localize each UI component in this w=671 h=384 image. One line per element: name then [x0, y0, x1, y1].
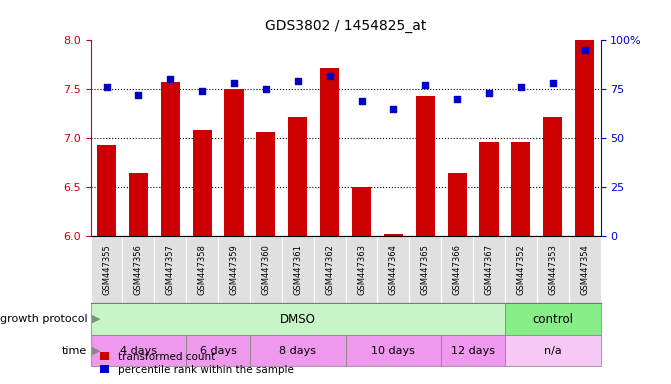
Point [324, 73, 335, 79]
Text: 6 days: 6 days [200, 346, 236, 356]
Text: n/a: n/a [544, 346, 562, 356]
Point [452, 96, 462, 102]
Text: 10 days: 10 days [372, 346, 415, 356]
Bar [575, 40, 595, 236]
Text: time: time [62, 346, 87, 356]
Text: GSM447364: GSM447364 [389, 244, 398, 295]
Point [515, 84, 526, 90]
Text: GSM447365: GSM447365 [421, 244, 429, 295]
Bar [161, 83, 180, 236]
Bar [256, 132, 275, 236]
Bar [250, 335, 346, 366]
Bar [186, 335, 250, 366]
Text: ▶: ▶ [92, 314, 101, 324]
Bar [511, 142, 530, 236]
Text: GSM447367: GSM447367 [484, 244, 493, 295]
Text: GSM447360: GSM447360 [262, 244, 270, 295]
Text: GSM447358: GSM447358 [198, 244, 207, 295]
Text: DMSO: DMSO [280, 313, 315, 326]
Bar [346, 335, 441, 366]
Point [484, 90, 495, 96]
Bar [91, 335, 186, 366]
Point [293, 78, 303, 84]
Bar [193, 131, 212, 236]
Legend: transformed count, percentile rank within the sample: transformed count, percentile rank withi… [96, 348, 298, 379]
Bar [415, 96, 435, 236]
Bar [352, 187, 371, 236]
Text: GSM447353: GSM447353 [548, 244, 557, 295]
Text: GSM447355: GSM447355 [102, 244, 111, 295]
Point [197, 88, 207, 94]
Text: GSM447354: GSM447354 [580, 244, 589, 295]
Point [548, 80, 558, 86]
Bar [442, 335, 505, 366]
Bar [129, 172, 148, 236]
Point [133, 92, 144, 98]
Text: GSM447352: GSM447352 [517, 244, 525, 295]
Text: 8 days: 8 days [279, 346, 316, 356]
Bar [448, 172, 466, 236]
Point [579, 47, 590, 53]
Text: control: control [532, 313, 573, 326]
Point [165, 76, 176, 83]
Bar [288, 117, 307, 236]
Bar [384, 234, 403, 236]
Point [388, 106, 399, 112]
Text: ▶: ▶ [92, 346, 101, 356]
Bar [224, 89, 244, 236]
Point [260, 86, 271, 92]
Text: 12 days: 12 days [451, 346, 495, 356]
Bar [543, 117, 562, 236]
Bar [505, 335, 601, 366]
Bar [91, 303, 505, 335]
Text: GSM447357: GSM447357 [166, 244, 174, 295]
Point [229, 80, 240, 86]
Text: GDS3802 / 1454825_at: GDS3802 / 1454825_at [265, 19, 426, 33]
Text: GSM447356: GSM447356 [134, 244, 143, 295]
Bar [320, 68, 339, 236]
Text: growth protocol: growth protocol [0, 314, 87, 324]
Text: GSM447362: GSM447362 [325, 244, 334, 295]
Point [356, 98, 367, 104]
Bar [479, 142, 499, 236]
Text: GSM447363: GSM447363 [357, 244, 366, 295]
Point [420, 82, 431, 88]
Text: 4 days: 4 days [120, 346, 157, 356]
Bar [505, 303, 601, 335]
Text: GSM447361: GSM447361 [293, 244, 302, 295]
Bar [97, 145, 116, 236]
Text: GSM447366: GSM447366 [453, 244, 462, 295]
Text: GSM447359: GSM447359 [229, 244, 238, 295]
Point [101, 84, 112, 90]
